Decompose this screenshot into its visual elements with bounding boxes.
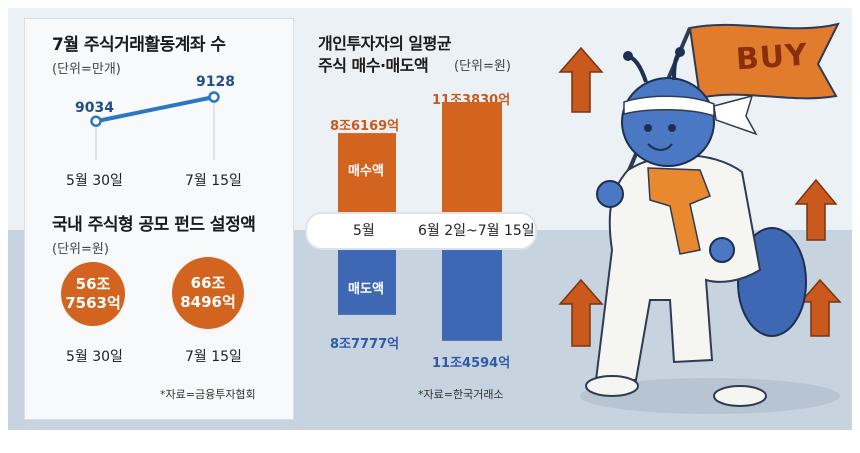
up-arrow-icon-3 bbox=[794, 178, 838, 241]
line-point bbox=[208, 91, 220, 103]
fund-bubble-2-text: 66조 8496억 bbox=[180, 274, 236, 311]
chart3-title: 개인투자자의 일평균 bbox=[318, 34, 452, 53]
buy-bar bbox=[442, 102, 502, 212]
sell-series-label: 매도액 bbox=[348, 282, 384, 297]
sell-value-1: 8조7777억 bbox=[330, 337, 400, 352]
line-series bbox=[95, 95, 215, 124]
source-middle: *자료=한국거래소 bbox=[418, 388, 504, 401]
line-value-2: 9128 bbox=[196, 74, 235, 90]
chart1-unit: (단위=만개) bbox=[52, 62, 121, 77]
fund-bubble-1-text: 56조 7563억 bbox=[65, 275, 121, 312]
chart3-unit: (단위=원) bbox=[454, 59, 511, 74]
category-pill bbox=[305, 212, 537, 250]
sell-bar bbox=[338, 248, 396, 315]
buy-bar bbox=[338, 133, 396, 212]
bar-category-1: 5월 bbox=[353, 223, 375, 239]
line-category-2: 7월 15일 bbox=[185, 173, 242, 189]
up-arrow-icon-4 bbox=[799, 278, 842, 337]
fund-category-1: 5월 30일 bbox=[66, 349, 123, 365]
buy-series-label: 매수액 bbox=[348, 164, 384, 179]
source-left: *자료=금융투자협회 bbox=[160, 388, 256, 401]
fund-category-2: 7월 15일 bbox=[185, 349, 242, 365]
line-category-1: 5월 30일 bbox=[66, 173, 123, 189]
sell-bar bbox=[442, 248, 502, 341]
buy-value-1: 8조6169억 bbox=[330, 119, 400, 134]
up-arrow-icon bbox=[558, 46, 604, 113]
bar-category-2: 6월 2일~7월 15일 bbox=[418, 223, 535, 239]
up-arrow-icon-2 bbox=[558, 278, 604, 347]
fund-bubble-1: 56조 7563억 bbox=[61, 262, 125, 326]
chart2-unit: (단위=원) bbox=[52, 242, 109, 257]
chart2-title: 국내 주식형 공모 펀드 설정액 bbox=[52, 215, 256, 235]
chart1-title: 7월 주식거래활동계좌 수 bbox=[52, 35, 226, 55]
chart3-subtitle: 주식 매수·매도액 bbox=[318, 56, 429, 75]
line-value-1: 9034 bbox=[75, 100, 114, 116]
flag-text: BUY bbox=[734, 37, 810, 78]
fund-bubble-2: 66조 8496억 bbox=[172, 257, 244, 329]
line-point bbox=[90, 115, 102, 127]
left-panel bbox=[24, 18, 294, 420]
sell-value-2: 11조4594억 bbox=[432, 356, 511, 371]
